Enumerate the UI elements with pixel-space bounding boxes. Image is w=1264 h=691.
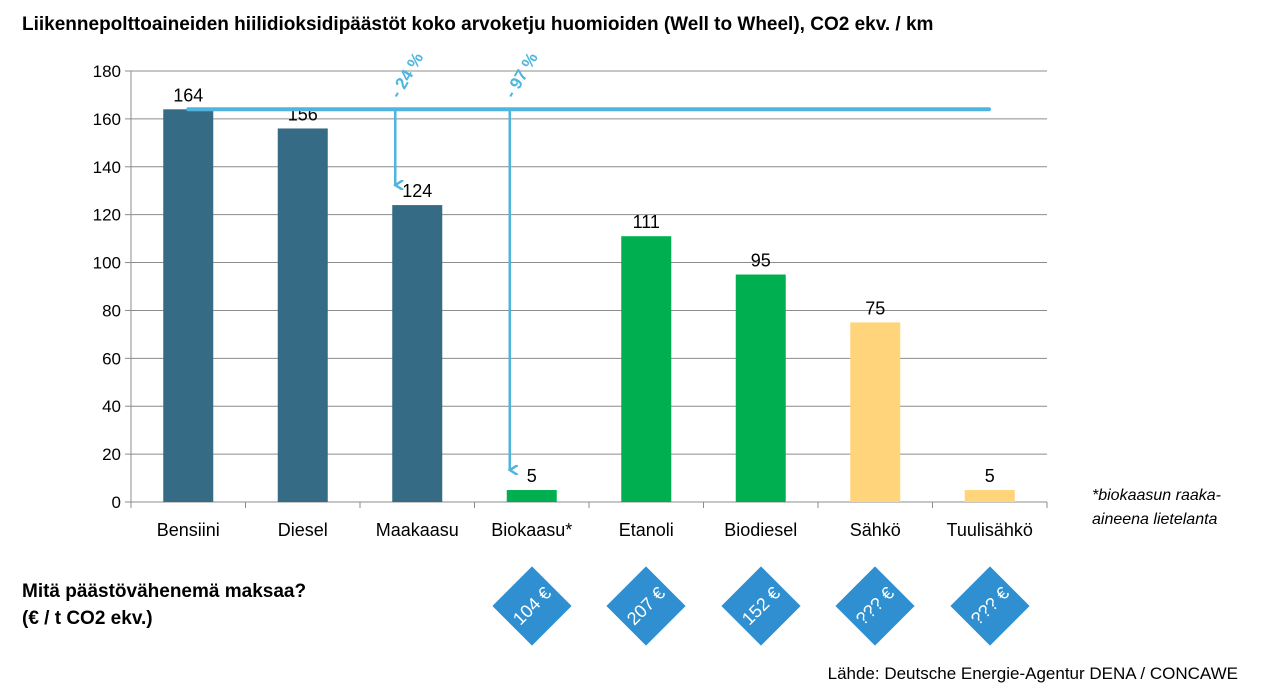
cost-question-line-2: (€ / t CO2 ekv.) bbox=[22, 608, 153, 629]
x-tick-label: Maakaasu bbox=[376, 520, 459, 540]
x-tick-label: Sähkö bbox=[850, 520, 901, 540]
cost-badge-label: ??? € bbox=[851, 582, 898, 629]
y-tick-label: 120 bbox=[93, 206, 121, 225]
cost-badge-label: 104 € bbox=[508, 582, 555, 629]
cost-badge-label: ??? € bbox=[966, 582, 1013, 629]
y-tick-label: 160 bbox=[93, 110, 121, 129]
footnote: *biokaasun raaka- aineena lietelanta bbox=[1092, 484, 1262, 532]
cost-badge-label: 152 € bbox=[737, 582, 784, 629]
y-tick-label: 80 bbox=[102, 301, 121, 320]
x-tick-label: Diesel bbox=[278, 520, 328, 540]
data-label: 5 bbox=[527, 466, 537, 486]
y-tick-label: 20 bbox=[102, 445, 121, 464]
x-tick-label: Biodiesel bbox=[724, 520, 797, 540]
y-tick-label: 100 bbox=[93, 254, 121, 273]
bar-maakaasu bbox=[392, 205, 443, 503]
cost-question-line-1: Mitä päästövähenemä maksaa? bbox=[22, 581, 307, 602]
bar-sähkö bbox=[850, 322, 901, 502]
source-note: Lähde: Deutsche Energie-Agentur DENA / C… bbox=[827, 664, 1238, 683]
data-label: 5 bbox=[985, 466, 995, 486]
bar-bensiini bbox=[163, 109, 214, 503]
bar-tuulisähkö bbox=[964, 490, 1015, 502]
y-tick-label: 60 bbox=[102, 349, 121, 368]
x-tick-label: Bensiini bbox=[157, 520, 220, 540]
footnote-line-2: aineena lietelanta bbox=[1092, 511, 1218, 528]
bar-biokaasu bbox=[506, 490, 557, 502]
x-tick-label: Etanoli bbox=[619, 520, 674, 540]
y-tick-label: 0 bbox=[112, 493, 121, 512]
reduction-label: - 24 % bbox=[386, 49, 427, 101]
data-label: 111 bbox=[633, 212, 660, 232]
y-tick-label: 140 bbox=[93, 158, 121, 177]
bar-diesel bbox=[277, 128, 328, 502]
data-label: 75 bbox=[865, 298, 885, 318]
y-tick-label: 180 bbox=[93, 62, 121, 81]
data-label: 164 bbox=[173, 85, 203, 105]
cost-badge-label: 207 € bbox=[622, 582, 669, 629]
bar-biodiesel bbox=[735, 274, 786, 502]
x-tick-label: Biokaasu* bbox=[491, 520, 572, 540]
chart-title: Liikennepolttoaineiden hiilidioksidipääs… bbox=[22, 14, 934, 35]
reduction-label: - 97 % bbox=[501, 49, 542, 101]
data-label: 124 bbox=[402, 181, 432, 201]
cost-question: Mitä päästövähenemä maksaa? (€ / t CO2 e… bbox=[22, 578, 306, 632]
bar-etanoli bbox=[621, 236, 672, 502]
data-label: 95 bbox=[751, 251, 771, 271]
y-tick-label: 40 bbox=[102, 397, 121, 416]
footnote-line-1: *biokaasun raaka- bbox=[1092, 487, 1221, 504]
x-tick-label: Tuulisähkö bbox=[947, 520, 1033, 540]
